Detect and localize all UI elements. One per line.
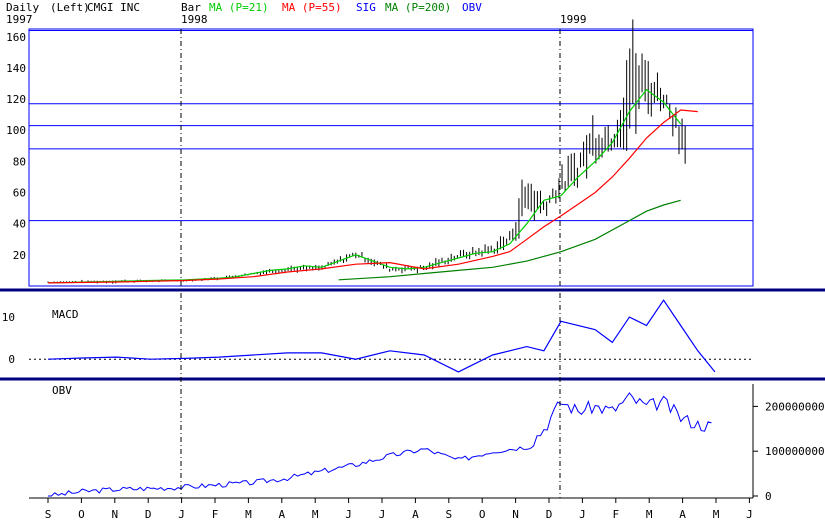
x-month-label: O [479,508,486,521]
x-month-label: M [713,508,720,521]
x-month-label: J [746,508,753,521]
x-month-label: A [679,508,686,521]
x-month-label: D [546,508,553,521]
symbol-name: CMGI INC [87,1,140,14]
macd-label: MACD [52,308,79,321]
macd-panel: MACD 10 0 [2,299,753,373]
macd-series [47,299,716,373]
legend-sig: SIG [356,1,376,14]
x-month-label: F [212,508,219,521]
price-y-ticks: 160 140 120 100 80 60 40 20 [6,31,26,262]
x-month-label: J [345,508,352,521]
x-month-label: S [445,508,452,521]
price-panel: 160 140 120 100 80 60 40 20 [6,19,754,287]
macd-line [47,299,716,373]
price-moving-averages [47,88,698,284]
x-month-label: N [111,508,118,521]
x-month-label: J [379,508,386,521]
x-month-label: A [278,508,285,521]
obv-label: OBV [52,384,72,397]
ma55-line [47,109,698,284]
year-label-1997: 1997 [6,13,33,26]
scale-label: (Left) [50,1,90,14]
x-month-label: J [178,508,185,521]
price-horizontal-levels [29,30,753,222]
x-month-label: O [78,508,85,521]
chart-style-label: Bar [181,1,201,14]
obv-panel: OBV 200000000 100000000 0 [48,384,825,503]
legend-obv: OBV [462,1,482,14]
price-panel-frame [28,28,754,287]
x-month-label: M [312,508,319,521]
x-month-label: M [245,508,252,521]
macd-y-tick-label: 10 [2,311,15,324]
price-y-tick-label: 60 [13,187,26,200]
macd-y-ticks: 10 0 [2,311,15,366]
ma200-line [338,199,681,281]
legend-ma55: MA (P=55) [282,1,342,14]
price-y-tick-label: 40 [13,218,26,231]
price-y-tick-label: 80 [13,155,26,168]
x-month-label: N [512,508,519,521]
obv-y-tick-label: 200000000 [765,400,825,413]
price-y-tick-label: 100 [6,124,26,137]
legend-ma21: MA (P=21) [209,1,269,14]
macd-y-tick-label: 0 [8,353,15,366]
x-month-label: M [646,508,653,521]
year-label-1999: 1999 [560,13,587,26]
price-y-tick-label: 120 [6,93,26,106]
price-bars [47,19,686,284]
x-month-label: S [45,508,52,521]
obv-line [48,392,712,497]
x-month-label: J [579,508,586,521]
x-month-label: A [412,508,419,521]
obv-y-tick-label: 0 [765,490,772,503]
obv-y-ticks: 200000000 100000000 0 [752,384,825,503]
year-label-1998: 1998 [181,13,208,26]
period-label: Daily [6,1,39,14]
ma21-line [47,88,682,284]
price-y-tick-label: 140 [6,62,26,75]
x-month-label: F [612,508,619,521]
obv-series [48,392,712,497]
price-y-tick-label: 20 [13,249,26,262]
x-month-label: D [145,508,152,521]
obv-y-tick-label: 100000000 [765,445,825,458]
price-y-tick-label: 160 [6,31,26,44]
legend-ma200: MA (P=200) [385,1,451,14]
